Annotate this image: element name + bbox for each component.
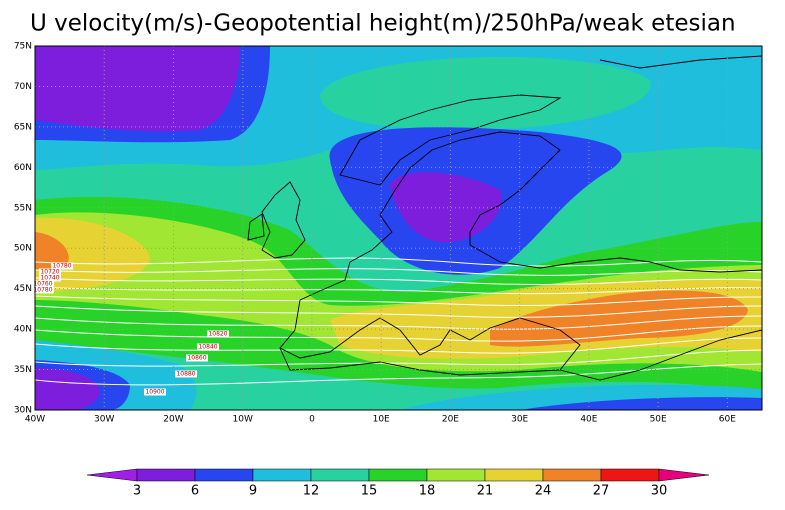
contour-label: 10780 (52, 263, 71, 270)
lon-tick-label: 0 (309, 415, 315, 425)
lon-tick-label: 10E (373, 415, 390, 425)
colorbar-label: 24 (535, 484, 552, 499)
lat-tick-label: 60N (14, 163, 32, 173)
wind-field (35, 46, 762, 410)
contour-label-box (186, 354, 208, 362)
lon-tick-label: 20W (163, 415, 183, 425)
contour-label-box (39, 274, 61, 282)
colorbar-label: 18 (419, 484, 436, 499)
lat-tick-label: 45N (14, 284, 32, 294)
field-region (35, 46, 240, 132)
height-contours (35, 257, 762, 386)
contour-label: 10820 (208, 331, 227, 338)
lon-tick-label: 60E (719, 415, 736, 425)
contour-label: 10860 (187, 355, 206, 362)
contour-label-box (39, 268, 61, 276)
colorbar: 3 6 9 12 15 18 21 24 27 30 (86, 468, 710, 499)
colorbar-label: 6 (191, 484, 199, 499)
lat-tick-label: 40N (14, 325, 32, 335)
lon-tick-label: 10W (233, 415, 253, 425)
coastlines (247, 55, 762, 381)
lat-tick-label: 75N (14, 42, 32, 52)
contour-label-box (207, 330, 229, 338)
lat-tick-label: 30N (14, 406, 32, 416)
field-region (320, 57, 651, 130)
contour-label-box (175, 370, 197, 378)
contour-label: 10900 (145, 389, 164, 396)
colorbar-label: 27 (593, 484, 610, 499)
contour-label: 10780 (33, 287, 52, 294)
colorbar-box (426, 468, 486, 482)
lon-tick-label: 20E (442, 415, 459, 425)
lat-tick-label: 55N (14, 203, 32, 213)
colorbar-under (86, 468, 138, 482)
colorbar-box (252, 468, 312, 482)
lon-tick-label: 40W (25, 415, 45, 425)
field-region (35, 217, 150, 292)
contour-label-box (144, 388, 166, 396)
colorbar-label: 30 (651, 484, 668, 499)
colorbar-box (194, 468, 254, 482)
map-title: U velocity(m/s)-Geopotential height(m)/2… (30, 11, 736, 37)
lon-tick-label: 50E (650, 415, 667, 425)
contour-label-box (32, 280, 54, 288)
colorbar-box (368, 468, 428, 482)
lat-tick-label: 50N (14, 244, 32, 254)
contour-label: 10740 (40, 275, 59, 282)
colorbar-over (658, 468, 710, 482)
colorbar-label: 12 (303, 484, 320, 499)
contour-label: 10840 (198, 344, 217, 351)
colorbar-label: 15 (361, 484, 378, 499)
colorbar-box (600, 468, 660, 482)
contour-label: 10720 (40, 269, 59, 276)
colorbar-label: 3 (133, 484, 141, 499)
lon-tick-label: 30E (511, 415, 528, 425)
map-frame (34, 45, 763, 411)
lon-tick-label: 40E (580, 415, 597, 425)
lon-tick-label: 30W (94, 415, 114, 425)
lat-tick-label: 35N (14, 365, 32, 375)
colorbar-box (136, 468, 196, 482)
colorbar-box (542, 468, 602, 482)
contour-label-box (51, 262, 73, 270)
field-region (35, 232, 69, 271)
colorbar-box (484, 468, 544, 482)
field-region (520, 397, 762, 410)
lat-tick-label: 65N (14, 122, 32, 132)
contour-label: 10760 (33, 281, 52, 288)
lat-tick-label: 70N (14, 82, 32, 92)
colorbar-label: 21 (477, 484, 494, 499)
contour-label: 10880 (176, 371, 195, 378)
colorbar-box (310, 468, 370, 482)
contour-label-box (32, 286, 54, 294)
field-region (490, 290, 748, 347)
colorbar-label: 9 (249, 484, 257, 499)
field-region (35, 368, 100, 410)
contour-labels: 1078010720107401076010780108201084010860… (32, 262, 229, 396)
contour-label-box (197, 343, 219, 351)
